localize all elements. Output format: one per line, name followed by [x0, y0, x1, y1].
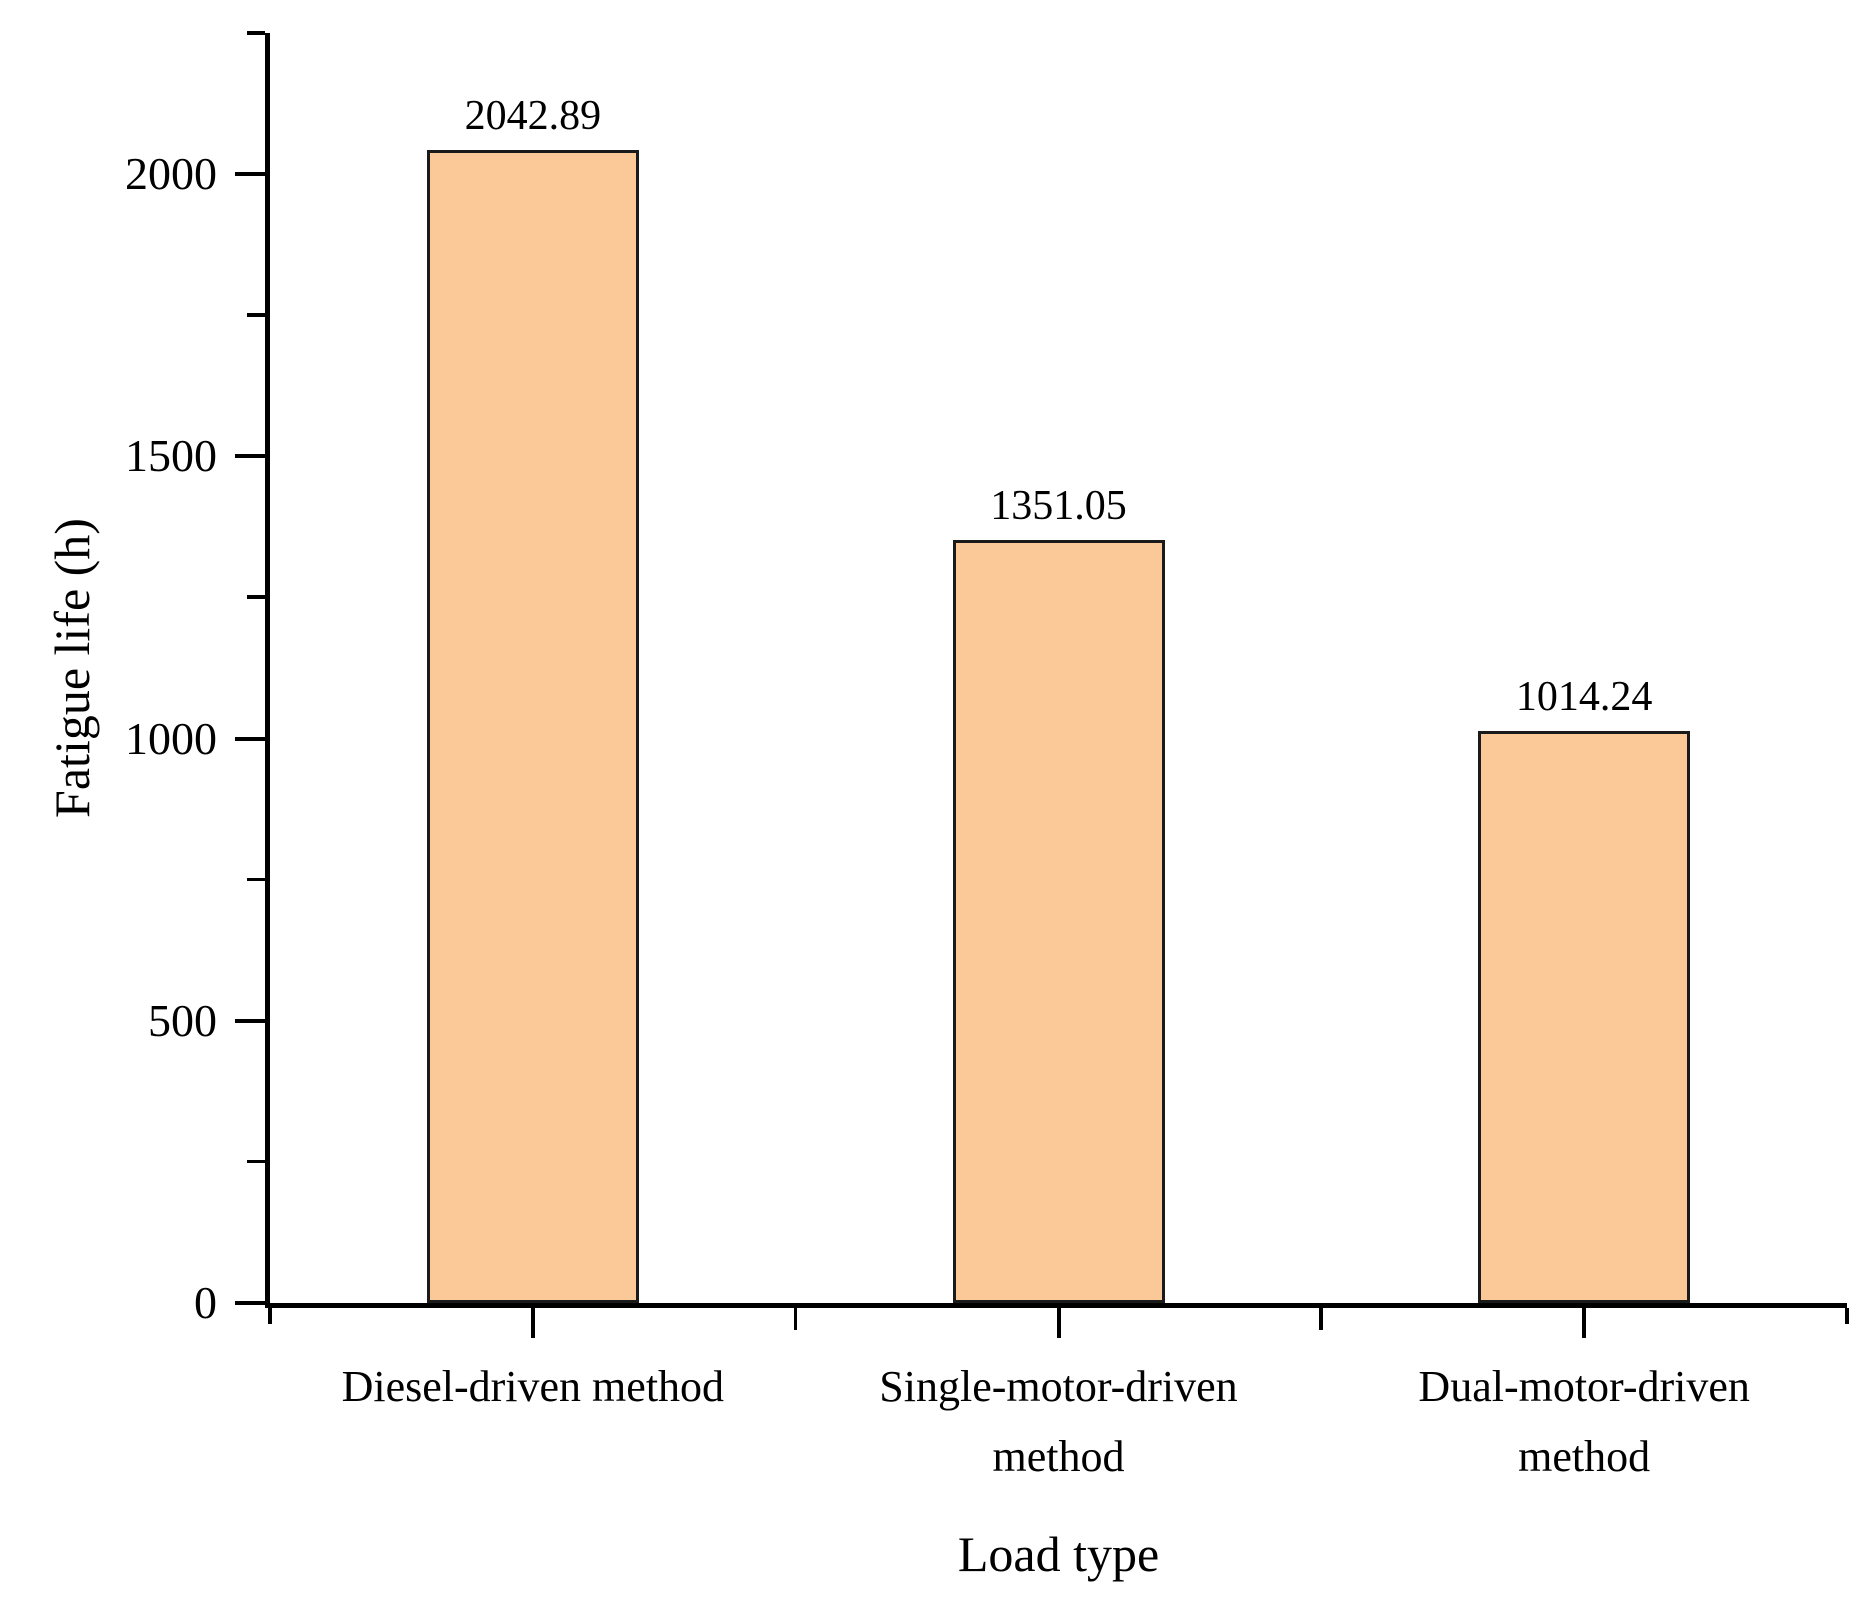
x-category-label-line: Dual-motor-driven — [1418, 1362, 1750, 1411]
y-major-tick-0 — [235, 1301, 265, 1305]
x-category-label-3: Dual-motor-driven method — [1321, 1352, 1847, 1492]
y-minor-tick-750 — [247, 877, 265, 882]
y-major-tick-1000 — [235, 736, 265, 741]
x-category-label-line: Single-motor-driven — [879, 1362, 1238, 1411]
x-category-label-line: method — [1518, 1432, 1651, 1481]
bar-value-label-2: 1351.05 — [990, 483, 1127, 530]
x-major-tick-2 — [1056, 1308, 1061, 1338]
y-major-tick-2000 — [235, 172, 265, 177]
y-major-tick-1500 — [235, 454, 265, 459]
x-category-label-line: method — [992, 1432, 1125, 1481]
bar-1 — [426, 149, 639, 1303]
x-boundary-tick-1 — [793, 1308, 798, 1330]
y-minor-tick-1750 — [247, 313, 265, 317]
y-minor-tick-2250 — [247, 31, 265, 35]
x-axis-line — [265, 1303, 1847, 1308]
y-minor-tick-1250 — [247, 595, 265, 599]
x-boundary-tick-0 — [268, 1308, 272, 1324]
y-tick-label-500: 500 — [148, 994, 217, 1046]
x-major-tick-3 — [1582, 1308, 1587, 1338]
bar-3 — [1478, 730, 1691, 1303]
x-axis-title: Load type — [957, 1526, 1160, 1582]
bar-value-label-1: 2042.89 — [464, 92, 602, 139]
bar-value-label-3: 1014.24 — [1515, 673, 1653, 720]
bar-2 — [952, 540, 1165, 1303]
y-tick-label-1500: 1500 — [125, 430, 217, 482]
y-axis-title: Fatigue life (h) — [44, 518, 100, 818]
x-category-label-1: Diesel-driven method — [270, 1352, 796, 1422]
y-tick-label-2000: 2000 — [125, 148, 217, 200]
y-axis-line — [265, 33, 270, 1308]
x-category-label-line: Diesel-driven method — [341, 1362, 725, 1411]
y-tick-label-1000: 1000 — [125, 712, 217, 764]
x-major-tick-1 — [530, 1308, 535, 1338]
x-boundary-tick-3 — [1845, 1308, 1849, 1324]
y-minor-tick-250 — [247, 1159, 265, 1164]
x-category-label-2: Single-motor-driven method — [796, 1352, 1322, 1492]
y-tick-label-0: 0 — [194, 1277, 217, 1328]
y-major-tick-500 — [235, 1018, 265, 1023]
x-boundary-tick-2 — [1319, 1308, 1323, 1330]
